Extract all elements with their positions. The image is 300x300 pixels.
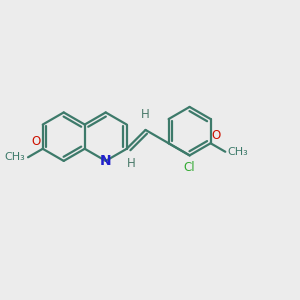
Text: O: O (211, 129, 220, 142)
Text: Cl: Cl (184, 161, 195, 174)
Text: CH₃: CH₃ (228, 147, 248, 157)
Text: O: O (32, 135, 41, 148)
Text: H: H (141, 108, 150, 121)
Text: N: N (100, 154, 112, 168)
Text: CH₃: CH₃ (5, 152, 26, 162)
Text: H: H (127, 157, 136, 170)
